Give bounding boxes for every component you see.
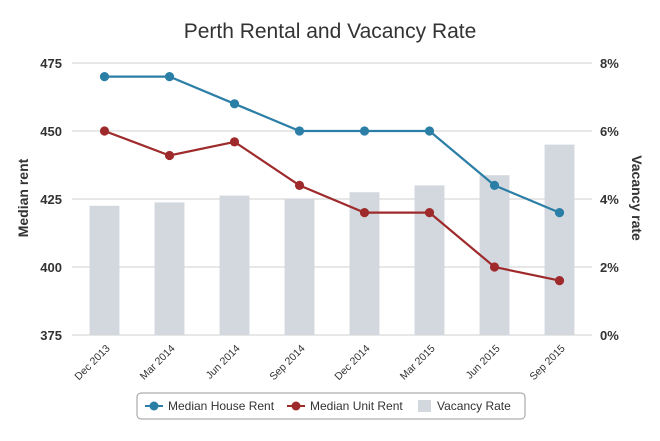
x-tick-label: Mar 2015 [398,343,438,383]
house-rent-point [229,99,240,109]
unit-rent-point [229,137,240,147]
house-rent-point [359,126,370,136]
vacancy-bars [89,144,575,335]
house-rent-point [424,126,435,136]
vacancy-bar [544,144,575,335]
house-rent-point [489,180,500,190]
left-axis-title: Median rent [15,158,31,237]
house-rent-point [554,208,565,218]
left-tick-label: 375 [40,328,62,343]
unit-rent-point [424,208,435,218]
right-axis-title: Vacancy rate [629,155,645,241]
left-tick-label: 400 [40,260,62,275]
unit-rent-point [99,126,110,136]
x-axis-ticks: Dec 2013 Mar 2014 Jun 2014 Sep 2014 Dec 2014… [72,343,567,383]
vacancy-bar [89,205,120,335]
right-tick-label: 2% [600,260,619,275]
x-tick-label: Sep 2015 [527,343,567,383]
legend-unit-marker [291,401,301,411]
legend-vacancy-label: Vacancy Rate [437,399,511,413]
house-rent-point [294,126,305,136]
right-tick-label: 4% [600,192,619,207]
vacancy-bar [219,195,250,335]
vacancy-bar [479,175,510,335]
left-tick-label: 450 [40,124,62,139]
legend-vacancy-swatch [418,400,431,412]
house-rent-point [99,72,110,82]
x-tick-label: Dec 2013 [72,343,112,383]
x-tick-label: Sep 2014 [267,343,307,383]
legend-house-label: Median House Rent [168,399,275,413]
median-unit-rent-line [104,129,560,282]
x-tick-label: Mar 2014 [138,343,178,383]
chart-title: Perth Rental and Vacancy Rate [184,20,477,43]
house-rent-point [164,72,175,82]
legend: Median House Rent Median Unit Rent Vacan… [136,392,526,420]
x-tick-label: Jun 2014 [204,343,243,382]
unit-rent-point [294,180,305,190]
legend-house-marker [149,401,159,411]
right-tick-label: 6% [600,124,619,139]
right-axis-ticks: 0% 2% 4% 6% 8% [600,56,619,343]
vacancy-bar [154,202,185,335]
unit-rent-point [359,208,370,218]
legend-box [136,392,526,420]
vacancy-bar [414,185,445,335]
vacancy-bar [284,199,315,335]
legend-unit-label: Median Unit Rent [310,399,403,413]
unit-rent-point [164,150,175,161]
right-tick-label: 0% [600,328,619,343]
rent-lines [99,72,565,286]
x-tick-label: Dec 2014 [332,343,372,383]
left-tick-label: 425 [40,192,62,207]
unit-rent-point [554,276,565,286]
left-tick-label: 475 [40,56,62,71]
left-axis-ticks: 375 400 425 450 475 [40,56,62,343]
median-house-rent-line [104,75,560,214]
unit-rent-point [489,262,500,272]
right-tick-label: 8% [600,56,619,71]
x-tick-label: Jun 2015 [464,343,503,382]
